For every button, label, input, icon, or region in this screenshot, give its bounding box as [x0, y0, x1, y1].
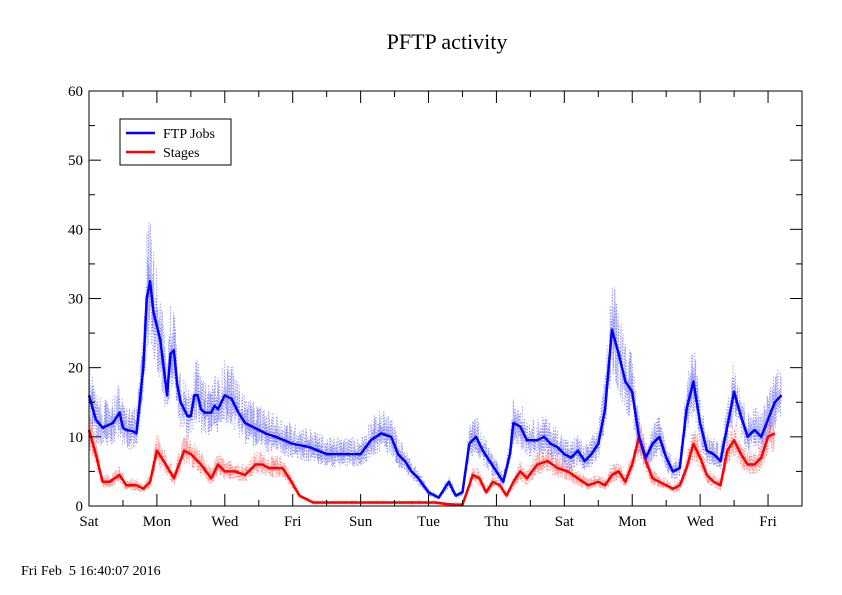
- y-tick-label: 60: [68, 84, 83, 100]
- y-tick-label: 50: [68, 153, 83, 169]
- x-tick-label: Mon: [618, 514, 647, 530]
- x-tick-label: Fri: [284, 514, 302, 530]
- series-noise-stages: [88, 412, 776, 506]
- y-tick-label: 0: [76, 499, 84, 515]
- legend-box: [119, 118, 232, 166]
- y-tick-label: 30: [68, 292, 83, 308]
- x-tick-label: Wed: [211, 514, 239, 530]
- legend-label-ftp-jobs: FTP Jobs: [163, 127, 215, 142]
- x-tick-label: Fri: [759, 514, 777, 530]
- y-tick-label: 40: [68, 222, 83, 238]
- x-tick-label: Tue: [417, 514, 440, 530]
- x-tick-label: Wed: [687, 514, 715, 530]
- axis-layer: 0 10 20 30 40 50 60 Sat Mon Wed Fri Sun Tue Thu Sat Mon…: [68, 84, 803, 530]
- x-tick-label: Sat: [79, 514, 99, 530]
- legend: FTP Jobs Stages: [119, 118, 232, 166]
- x-tick-label: Sun: [349, 514, 373, 530]
- x-tick-label: Thu: [484, 514, 509, 530]
- series-line-ftp-jobs: [87, 279, 783, 499]
- legend-label-stages: Stages: [163, 146, 200, 161]
- x-tick-label: Sat: [555, 514, 575, 530]
- noise-layer: [88, 221, 782, 506]
- footer-timestamp: Fri Feb 5 16:40:07 2016: [21, 564, 161, 579]
- chart-title: PFTP activity: [387, 29, 508, 54]
- series-layer: [87, 279, 783, 506]
- x-tick-label: Mon: [143, 514, 172, 530]
- y-tick-label: 20: [68, 361, 83, 377]
- series-line-stages: [87, 429, 776, 506]
- y-tick-label: 10: [68, 430, 83, 446]
